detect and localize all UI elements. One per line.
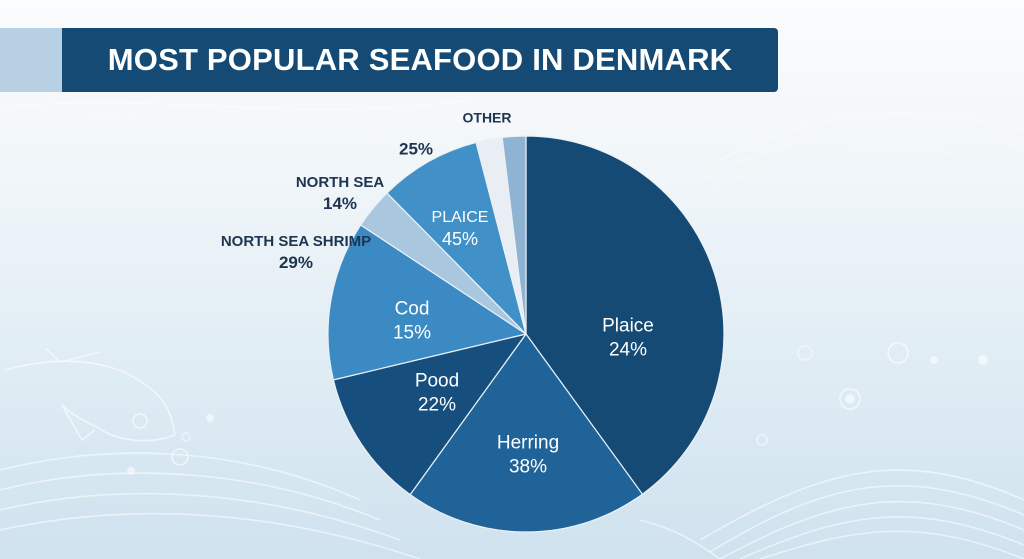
chart-title: MOST POPULAR SEAFOOD IN DENMARK [107, 42, 733, 77]
slice-value: 25% [398, 139, 434, 159]
label-other: OTHER [463, 109, 512, 127]
pie-slice-plaice [386, 141, 527, 335]
slice-value: 14% [322, 193, 358, 213]
slice-name: PLAICE [431, 208, 489, 226]
slice-value: 38% [508, 456, 548, 477]
label-plaice-24: Plaice 24% [602, 314, 654, 362]
pie-slice-cod [327, 224, 527, 381]
title-banner: MOST POPULAR SEAFOOD IN DENMARK [62, 28, 778, 92]
label-pood: Pood 22% [415, 369, 459, 417]
slice-value: 29% [278, 252, 314, 272]
label-plaice-45: PLAICE 45% [432, 208, 489, 251]
label-25-percent: 25% [399, 138, 433, 159]
label-cod: Cod 15% [393, 297, 431, 345]
slice-name: OTHER [462, 109, 512, 126]
label-north-sea-shrimp: NORTH SEA SHRIMP 29% [221, 233, 371, 273]
slice-value: 22% [417, 394, 457, 415]
slice-name: NORTH SEA [295, 174, 385, 191]
pie-slice-other [501, 135, 527, 335]
slice-name: Herring [496, 432, 560, 454]
slice-name: Cod [394, 298, 430, 320]
slice-name: Pood [414, 370, 460, 392]
pie-slice-plaice [525, 135, 725, 495]
slice-value: 15% [392, 322, 432, 343]
title-accent-band [0, 28, 62, 92]
slice-name: Plaice [602, 315, 654, 337]
slice-name: NORTH SEA SHRIMP [220, 233, 372, 250]
label-herring: Herring 38% [497, 431, 559, 479]
label-north-sea: NORTH SEA 14% [296, 174, 384, 214]
pie-slice-herring [409, 333, 643, 533]
slice-value: 45% [441, 228, 479, 249]
pie-slice-pood [332, 333, 527, 496]
slice-value: 24% [608, 339, 648, 360]
